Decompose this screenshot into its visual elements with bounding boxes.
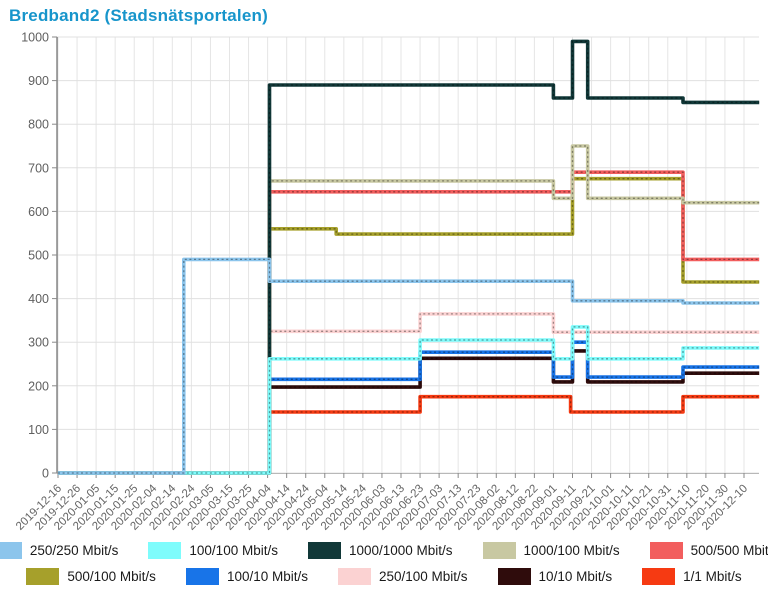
- y-tick-label: 100: [28, 423, 49, 437]
- legend-label-100-100-mbit-s: 100/100 Mbit/s: [189, 542, 278, 558]
- series-texture-100-100-mbit-s: [58, 326, 760, 474]
- legend-item-500-100-mbit-s: 500/100 Mbit/s: [26, 567, 156, 585]
- series-line-1000-1000-mbit-s: [58, 39, 760, 475]
- legend-label-100-10-mbit-s: 100/10 Mbit/s: [226, 568, 308, 584]
- legend-label-1000-100-mbit-s: 1000/100 Mbit/s: [523, 542, 620, 558]
- legend-swatch-100-10-mbit-s: [185, 567, 219, 585]
- y-tick-label: 1000: [21, 31, 49, 45]
- legend-label-1000-1000-mbit-s: 1000/1000 Mbit/s: [348, 542, 453, 558]
- legend-item-1000-100-mbit-s: 1000/100 Mbit/s: [482, 541, 620, 559]
- legend-swatch-10-10-mbit-s: [497, 567, 531, 585]
- series-line-10-10-mbit-s: [58, 349, 760, 475]
- series-texture-1-1-mbit-s: [58, 396, 760, 474]
- series-line-100-100-mbit-s: [58, 325, 760, 475]
- legend-item-10-10-mbit-s: 10/10 Mbit/s: [497, 567, 613, 585]
- series-texture-500-500-mbit-s: [58, 171, 760, 474]
- legend-row-2: 500/100 Mbit/s 100/10 Mbit/s 250/100 Mbit/…: [0, 567, 768, 585]
- legend-swatch-1-1-mbit-s: [642, 567, 676, 585]
- series-texture-100-10-mbit-s: [58, 341, 760, 474]
- chart-title: Bredband2 (Stadsnätsportalen): [9, 6, 268, 25]
- series-line-500-500-mbit-s: [58, 170, 760, 475]
- legend-item-250-250-mbit-s: 250/250 Mbit/s: [0, 541, 119, 559]
- legend-item-100-100-mbit-s: 100/100 Mbit/s: [148, 541, 278, 559]
- legend-swatch-100-100-mbit-s: [148, 541, 182, 559]
- series-line-250-250-mbit-s: [58, 257, 760, 475]
- y-tick-label: 300: [28, 336, 49, 350]
- legend-item-100-10-mbit-s: 100/10 Mbit/s: [185, 567, 308, 585]
- legend-item-250-100-mbit-s: 250/100 Mbit/s: [337, 567, 468, 585]
- series-texture-10-10-mbit-s: [58, 350, 760, 474]
- legend-label-250-100-mbit-s: 250/100 Mbit/s: [378, 568, 468, 584]
- y-tick-label: 600: [28, 205, 49, 219]
- y-tick-label: 200: [28, 379, 49, 393]
- legend-item-500-500-mbit-s: 500/500 Mbit/s: [649, 541, 768, 559]
- legend-label-1-1-mbit-s: 1/1 Mbit/s: [683, 568, 742, 584]
- y-tick-label: 800: [28, 118, 49, 132]
- series-texture-500-100-mbit-s: [58, 178, 760, 474]
- axes: 010020030040050060070080090010002019-12-…: [14, 31, 759, 533]
- legend-swatch-250-250-mbit-s: [0, 541, 22, 559]
- legend-swatch-500-500-mbit-s: [649, 541, 683, 559]
- series-texture-250-100-mbit-s: [58, 313, 760, 474]
- series-texture-1000-1000-mbit-s: [58, 40, 760, 474]
- legend-swatch-1000-100-mbit-s: [482, 541, 516, 559]
- series-line-250-100-mbit-s: [58, 312, 760, 475]
- series-line-500-100-mbit-s: [58, 176, 760, 475]
- legend-swatch-250-100-mbit-s: [337, 567, 371, 585]
- series-lines: [58, 39, 760, 475]
- chart-legend: 250/250 Mbit/s 100/100 Mbit/s 1000/1000 Mb…: [0, 541, 768, 593]
- legend-label-500-100-mbit-s: 500/100 Mbit/s: [67, 568, 156, 584]
- series-line-1-1-mbit-s: [58, 394, 760, 475]
- series-line-1000-100-mbit-s: [58, 144, 760, 475]
- y-tick-label: 900: [28, 74, 49, 88]
- y-tick-label: 700: [28, 161, 49, 175]
- y-tick-label: 400: [28, 292, 49, 306]
- price-history-chart: 010020030040050060070080090010002019-12-…: [14, 31, 760, 533]
- y-tick-label: 500: [28, 249, 49, 263]
- legend-row-1: 250/250 Mbit/s 100/100 Mbit/s 1000/1000 Mb…: [0, 541, 768, 559]
- legend-label-500-500-mbit-s: 500/500 Mbit/s: [690, 542, 768, 558]
- series-texture-250-250-mbit-s: [58, 258, 760, 474]
- series-line-100-10-mbit-s: [58, 340, 760, 475]
- legend-item-1000-1000-mbit-s: 1000/1000 Mbit/s: [307, 541, 453, 559]
- legend-item-1-1-mbit-s: 1/1 Mbit/s: [642, 567, 742, 585]
- gridlines: [57, 36, 759, 474]
- legend-label-250-250-mbit-s: 250/250 Mbit/s: [29, 542, 119, 558]
- legend-swatch-1000-1000-mbit-s: [307, 541, 341, 559]
- y-tick-label: 0: [42, 467, 49, 481]
- legend-label-10-10-mbit-s: 10/10 Mbit/s: [538, 568, 613, 584]
- legend-swatch-500-100-mbit-s: [26, 567, 60, 585]
- series-texture-1000-100-mbit-s: [58, 145, 760, 474]
